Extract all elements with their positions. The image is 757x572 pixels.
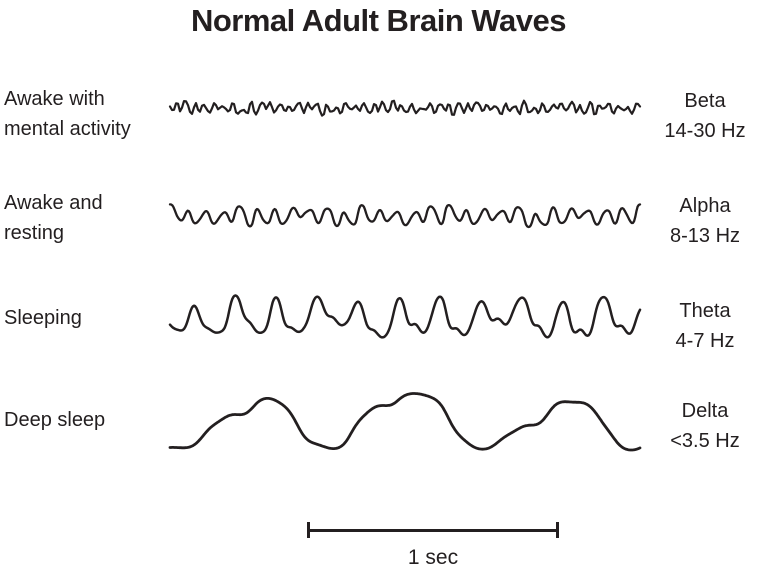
band-frequency: 14-30 Hz: [664, 120, 746, 142]
scale-label: 1 sec: [407, 546, 459, 569]
state-label-delta: Deep sleep: [4, 405, 105, 435]
state-label-alpha: Awake and resting: [4, 188, 103, 248]
beta-waveform: [168, 99, 642, 117]
band-label-beta: Beta 14-30 Hz: [655, 86, 755, 146]
delta-waveform: [168, 392, 642, 452]
band-label-delta: Delta <3.5 Hz: [655, 396, 755, 456]
state-label-line: Awake with: [4, 88, 105, 110]
state-label-line: mental activity: [4, 118, 131, 140]
time-scale-bar: [307, 522, 559, 538]
band-name: Alpha: [679, 195, 731, 217]
state-label-line: Deep sleep: [4, 409, 106, 431]
alpha-waveform: [168, 203, 642, 229]
band-name: Theta: [679, 300, 731, 322]
band-frequency: 4-7 Hz: [675, 330, 735, 352]
band-label-theta: Theta 4-7 Hz: [655, 296, 755, 356]
theta-waveform: [168, 294, 642, 339]
state-label-line: Awake and: [4, 192, 103, 214]
state-label-theta: Sleeping: [4, 303, 82, 333]
state-label-beta: Awake with mental activity: [4, 84, 131, 144]
band-name: Beta: [684, 90, 726, 112]
band-frequency: <3.5 Hz: [670, 430, 740, 452]
scale-tick-right: [556, 522, 559, 538]
state-label-line: Sleeping: [4, 307, 82, 329]
band-label-alpha: Alpha 8-13 Hz: [655, 191, 755, 251]
band-frequency: 8-13 Hz: [669, 225, 741, 247]
figure-title: Normal Adult Brain Waves: [190, 3, 567, 38]
scale-line: [307, 529, 559, 532]
state-label-line: resting: [4, 222, 65, 244]
band-name: Delta: [681, 400, 729, 422]
